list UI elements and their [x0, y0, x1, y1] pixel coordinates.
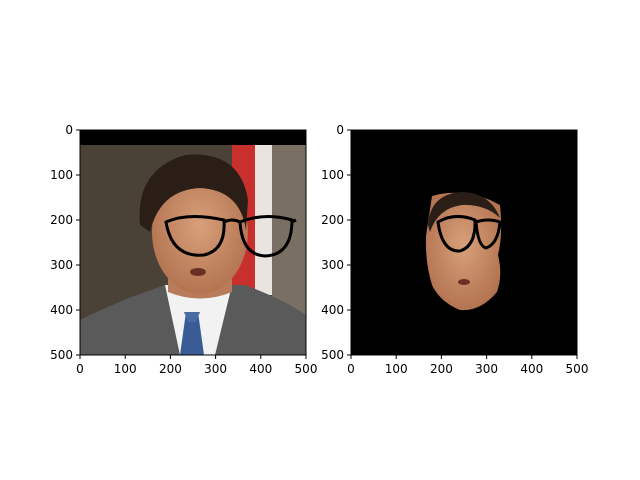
y-tick-label-left: 300	[50, 258, 73, 272]
x-tick-label-right: 300	[475, 362, 498, 376]
y-tick-label-right: 500	[321, 348, 344, 362]
x-tick-label-left: 300	[204, 362, 227, 376]
photo-left	[80, 130, 306, 355]
x-tick-label-left: 200	[159, 362, 182, 376]
x-tick-label-right: 400	[520, 362, 543, 376]
y-tick-label-left: 0	[65, 123, 73, 137]
x-tick-label-left: 100	[114, 362, 137, 376]
x-tick-label-right: 0	[347, 362, 355, 376]
y-tick-label-right: 300	[321, 258, 344, 272]
x-tick-label-right: 200	[430, 362, 453, 376]
axes-frame-left	[79, 129, 307, 356]
photo-right	[351, 130, 577, 355]
y-tick-label-right: 400	[321, 303, 344, 317]
y-tick-label-right: 0	[336, 123, 344, 137]
y-tick-label-left: 200	[50, 213, 73, 227]
x-tick-label-left: 500	[295, 362, 318, 376]
x-tick-label-right: 500	[566, 362, 589, 376]
x-tick-label-left: 400	[249, 362, 272, 376]
x-tick-label-left: 0	[76, 362, 84, 376]
y-tick-label-left: 400	[50, 303, 73, 317]
axes-frame-right	[350, 129, 578, 356]
y-tick-label-left: 500	[50, 348, 73, 362]
y-tick-label-left: 100	[50, 168, 73, 182]
y-tick-label-right: 200	[321, 213, 344, 227]
x-tick-label-right: 100	[385, 362, 408, 376]
y-tick-label-right: 100	[321, 168, 344, 182]
